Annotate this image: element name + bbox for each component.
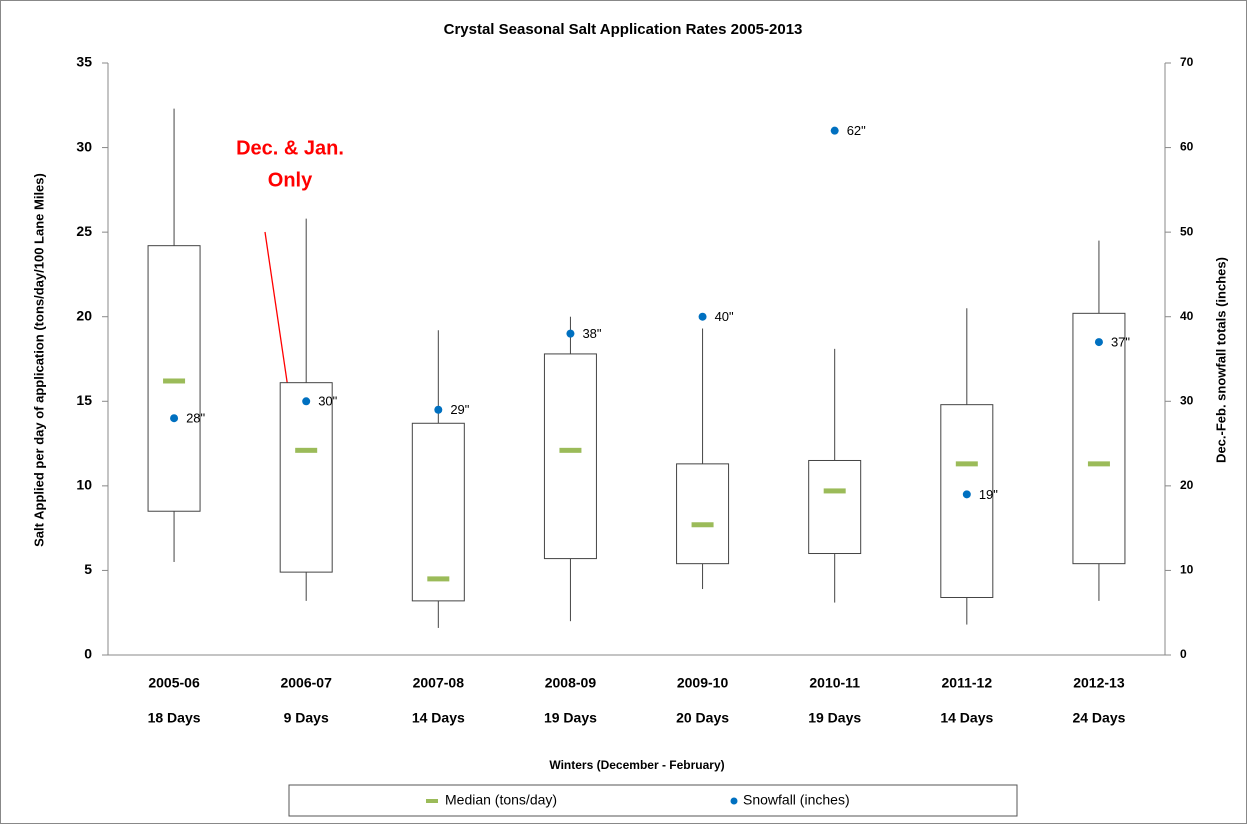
median-mark [691, 522, 714, 528]
y2-tick-label: 60 [1180, 140, 1194, 154]
snowfall-label: 38" [582, 326, 601, 341]
y-tick-label: 25 [76, 223, 92, 239]
x-tick-sublabel: 19 Days [544, 710, 597, 726]
x-tick-sublabel: 14 Days [412, 710, 465, 726]
chart-title: Crystal Seasonal Salt Application Rates … [444, 21, 803, 38]
legend-label: Median (tons/day) [445, 792, 557, 808]
snowfall-point [566, 329, 575, 338]
box [940, 404, 994, 598]
snowfall-label: 30" [318, 394, 337, 409]
snowfall-point [1094, 338, 1103, 347]
box [411, 422, 465, 602]
y-tick-label: 15 [76, 392, 92, 408]
snowfall-point [962, 490, 971, 499]
annotation-arrow [264, 231, 290, 396]
x-tick-sublabel: 19 Days [808, 710, 861, 726]
y-tick-label: 35 [76, 54, 92, 70]
x-tick-sublabel: 9 Days [284, 710, 329, 726]
snowfall-label: 62" [847, 123, 866, 138]
y-tick-label: 30 [76, 138, 92, 154]
legend [288, 784, 1018, 817]
median-mark [559, 447, 582, 453]
snowfall-point [698, 312, 707, 321]
snowfall-label: 40" [715, 309, 734, 324]
y2-tick-label: 20 [1180, 478, 1194, 492]
median-mark [823, 488, 846, 494]
snowfall-point [434, 405, 443, 414]
x-tick-label: 2006-07 [280, 675, 332, 691]
x-tick-sublabel: 14 Days [940, 710, 993, 726]
snowfall-label: 28" [186, 411, 205, 426]
box [543, 353, 597, 560]
x-axis-label: Winters (December - February) [549, 758, 724, 772]
x-tick-label: 2007-08 [413, 675, 465, 691]
annotation: Dec. & Jan. [236, 137, 344, 159]
annotation: Only [268, 169, 313, 191]
x-tick-label: 2010-11 [809, 675, 860, 691]
x-tick-sublabel: 24 Days [1072, 710, 1125, 726]
legend-label: Snowfall (inches) [743, 792, 850, 808]
y2-tick-label: 70 [1180, 55, 1194, 69]
y2-tick-label: 30 [1180, 393, 1194, 407]
y-tick-label: 0 [84, 646, 92, 662]
legend-snowfall-swatch [730, 797, 738, 805]
median-mark [955, 461, 978, 467]
x-tick-label: 2008-09 [545, 675, 597, 691]
y2-tick-label: 50 [1180, 224, 1194, 238]
box [808, 459, 862, 555]
legend-median-swatch [426, 799, 438, 803]
x-tick-sublabel: 18 Days [148, 710, 201, 726]
y-tick-label: 20 [76, 307, 92, 323]
x-tick-label: 2011-12 [942, 675, 993, 691]
x-tick-label: 2009-10 [677, 675, 729, 691]
y-tick-label: 10 [76, 477, 92, 493]
x-tick-sublabel: 20 Days [676, 710, 729, 726]
box [676, 463, 730, 565]
median-mark [1087, 461, 1110, 467]
y2-axis-label: Dec.-Feb. snowfall totals (inches) [1213, 257, 1228, 463]
y-axis-label: Salt Applied per day of application (ton… [31, 173, 46, 547]
box [279, 382, 333, 573]
x-tick-label: 2005-06 [148, 675, 200, 691]
x-tick-label: 2012-13 [1073, 675, 1125, 691]
y2-tick-label: 40 [1180, 309, 1194, 323]
snowfall-point [302, 397, 311, 406]
median-mark [295, 447, 318, 453]
median-mark [427, 576, 450, 582]
y-tick-label: 5 [84, 561, 92, 577]
snowfall-point [830, 126, 839, 135]
y2-tick-label: 0 [1180, 647, 1187, 661]
box [1072, 312, 1126, 565]
y2-tick-label: 10 [1180, 563, 1194, 577]
box [147, 245, 201, 512]
median-mark [163, 378, 186, 384]
snowfall-point [170, 414, 179, 423]
snowfall-label: 37" [1111, 335, 1130, 350]
snowfall-label: 29" [450, 402, 469, 417]
snowfall-label: 19" [979, 487, 998, 502]
